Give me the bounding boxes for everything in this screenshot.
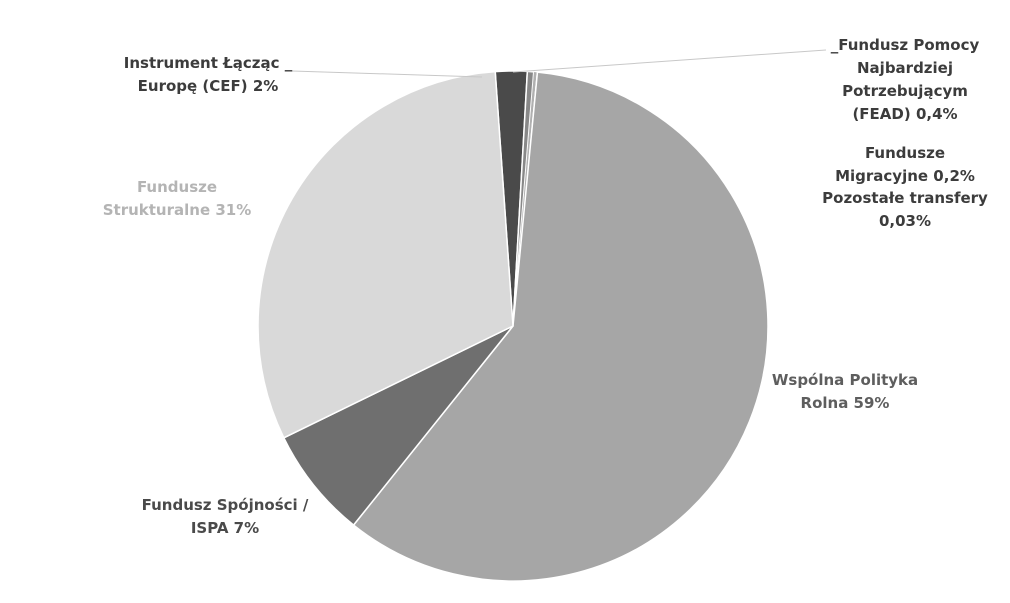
slice-label-6: Fundusze Strukturalne 31%	[103, 178, 252, 219]
slice-label-5: Fundusz Spójności / ISPA 7%	[142, 496, 309, 537]
slice-label-1: _Fundusz Pomocy Najbardziej Potrzebującym(…	[831, 36, 980, 123]
slice-label-0: Instrument Łącząc _ Europę (CEF) 2%	[124, 54, 293, 95]
pie-slice-4	[352, 71, 769, 582]
leader-line-0	[291, 70, 483, 78]
pie-slice-5	[282, 325, 514, 527]
pie-slice-6	[257, 70, 514, 439]
leader-line-1	[512, 49, 827, 73]
slice-label-4: Wspólna Polityka Rolna 59%	[772, 371, 918, 412]
slice-label-2: Fundusze Migracyjne 0,2%	[835, 144, 975, 185]
slice-label-3: Pozostałe transfery 0,03%	[822, 189, 988, 230]
